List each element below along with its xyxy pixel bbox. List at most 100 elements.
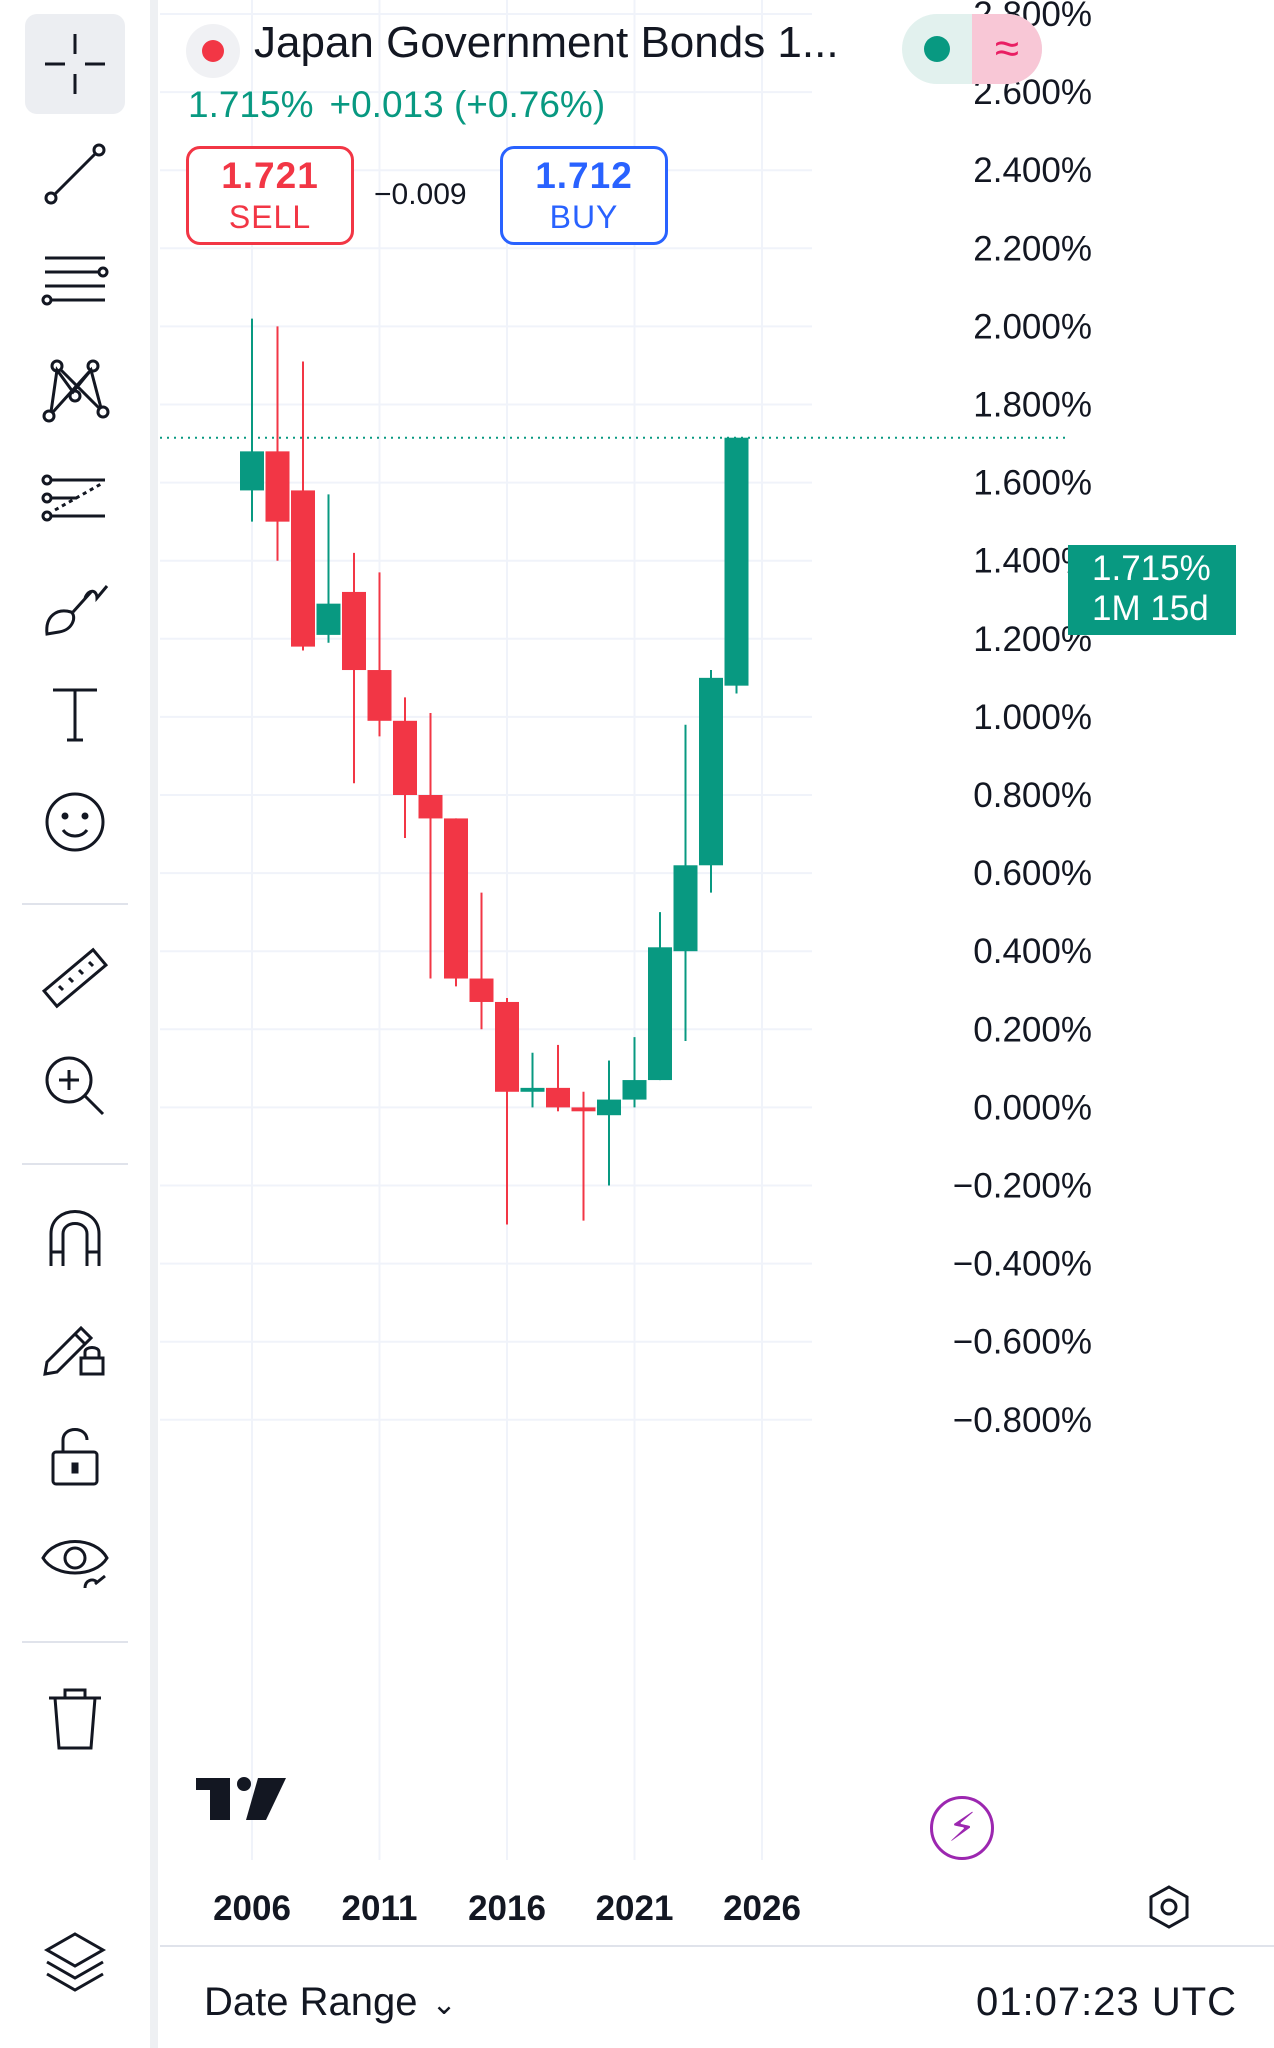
candles: [240, 318, 749, 1225]
y-tick-label: 1.600%: [973, 464, 1092, 503]
layers-icon[interactable]: [25, 1912, 125, 2012]
candle-body: [342, 591, 366, 671]
candle-body: [291, 490, 315, 647]
candlestick-chart[interactable]: 2.800%2.600%2.400%2.200%2.000%1.800%1.60…: [160, 0, 1274, 1945]
y-tick-label: 2.200%: [973, 229, 1092, 268]
candle: [622, 1037, 647, 1108]
candle: [571, 1091, 596, 1221]
candle-body: [240, 451, 264, 491]
y-tick-label: 1.000%: [973, 698, 1092, 737]
candle-body: [469, 978, 494, 1002]
candle: [597, 1060, 621, 1186]
emoji-icon[interactable]: [25, 772, 125, 872]
spread-value: −0.009: [374, 178, 467, 211]
buy-label: BUY: [549, 199, 619, 235]
crosshair-icon[interactable]: [25, 14, 125, 114]
x-tick-label: 2016: [468, 1889, 546, 1928]
chart-settings-icon[interactable]: [1146, 1884, 1192, 1935]
last-price-tag: 1.715% 1M 15d: [1068, 545, 1236, 635]
candle: [724, 437, 749, 694]
x-tick-label: 2021: [596, 1889, 674, 1928]
y-tick-label: 0.200%: [973, 1010, 1092, 1049]
toolbar-divider: [22, 1641, 128, 1643]
chart-area[interactable]: 2.800%2.600%2.400%2.200%2.000%1.800%1.60…: [160, 0, 1274, 1945]
candle-body: [724, 437, 749, 686]
candle-body: [316, 603, 341, 635]
y-tick-label: −0.200%: [953, 1167, 1092, 1206]
candle: [520, 1052, 545, 1108]
candle: [418, 712, 443, 979]
candle: [673, 724, 698, 1042]
brush-icon[interactable]: [25, 556, 125, 656]
y-tick-label: 2.000%: [973, 307, 1092, 346]
y-tick-label: −0.400%: [953, 1245, 1092, 1284]
candle-body: [367, 670, 392, 721]
date-range-button[interactable]: Date Range ⌄: [204, 1980, 457, 2025]
toolbar-divider: [22, 903, 128, 905]
drawing-toolbar: [0, 0, 150, 2048]
candle-body: [597, 1099, 621, 1116]
toolbar-divider: [22, 1163, 128, 1165]
trend-line-icon[interactable]: [25, 124, 125, 224]
candle-body: [265, 451, 290, 522]
candle-body: [622, 1080, 647, 1100]
unlock-icon[interactable]: [25, 1404, 125, 1504]
toolbar-edge: [150, 0, 158, 2048]
last-price: 1.715%: [188, 84, 314, 125]
candle-body: [393, 720, 417, 795]
price-change: +0.013 (+0.76%): [329, 84, 606, 125]
candle: [342, 552, 366, 784]
y-tick-label: 1.800%: [973, 386, 1092, 425]
utc-clock[interactable]: 01:07:23 UTC: [976, 1980, 1238, 2024]
price-tag-value: 1.715%: [1092, 549, 1211, 588]
y-tick-label: 0.800%: [973, 776, 1092, 815]
price-axis: 2.800%2.600%2.400%2.200%2.000%1.800%1.60…: [953, 0, 1092, 1440]
tradingview-logo-icon[interactable]: [196, 1776, 286, 1827]
trash-icon[interactable]: [25, 1668, 125, 1768]
candle-body: [648, 947, 672, 1081]
candle-body: [418, 795, 443, 819]
fib-retracement-icon[interactable]: [25, 232, 125, 332]
price-summary: 1.715% +0.013 (+0.76%): [188, 84, 621, 126]
grid: [160, 0, 812, 1860]
zoom-in-icon[interactable]: [25, 1036, 125, 1136]
data-status-pill[interactable]: ≈: [902, 14, 1042, 84]
lock-drawings-icon[interactable]: [25, 1294, 125, 1394]
candle: [316, 494, 341, 643]
ruler-icon[interactable]: [25, 928, 125, 1028]
y-tick-label: 0.000%: [973, 1088, 1092, 1127]
magnet-icon[interactable]: [25, 1186, 125, 1286]
candle: [699, 670, 723, 893]
lightning-icon[interactable]: ⚡: [930, 1796, 994, 1860]
y-tick-label: 0.600%: [973, 854, 1092, 893]
x-tick-label: 2006: [213, 1889, 291, 1928]
candle-body: [520, 1087, 545, 1092]
y-tick-label: 0.400%: [973, 932, 1092, 971]
candle-body: [571, 1107, 596, 1112]
pattern-icon[interactable]: [25, 340, 125, 440]
text-icon[interactable]: [25, 664, 125, 764]
sell-button[interactable]: 1.721 SELL: [186, 146, 354, 245]
sell-price: 1.721: [221, 155, 319, 196]
candle-body: [444, 818, 468, 979]
candle: [444, 818, 468, 987]
x-tick-label: 2026: [723, 1889, 801, 1928]
candle: [546, 1044, 570, 1112]
date-range-label: Date Range: [204, 1980, 418, 2024]
candle: [367, 572, 392, 737]
buy-button[interactable]: 1.712 BUY: [500, 146, 668, 245]
symbol-title[interactable]: Japan Government Bonds 1...: [254, 18, 839, 67]
candle: [648, 912, 672, 1081]
chevron-down-icon: ⌄: [431, 1987, 457, 2021]
y-tick-label: −0.800%: [953, 1401, 1092, 1440]
y-tick-label: 2.400%: [973, 151, 1092, 190]
candle: [240, 318, 264, 522]
candle-body: [495, 1001, 519, 1092]
eye-icon[interactable]: [25, 1510, 125, 1610]
y-tick-label: −0.600%: [953, 1323, 1092, 1362]
market-status-icon[interactable]: [186, 24, 240, 78]
sell-label: SELL: [228, 199, 312, 235]
bar-countdown: 1M 15d: [1092, 589, 1209, 628]
candle: [291, 361, 315, 651]
forecast-icon[interactable]: [25, 448, 125, 548]
